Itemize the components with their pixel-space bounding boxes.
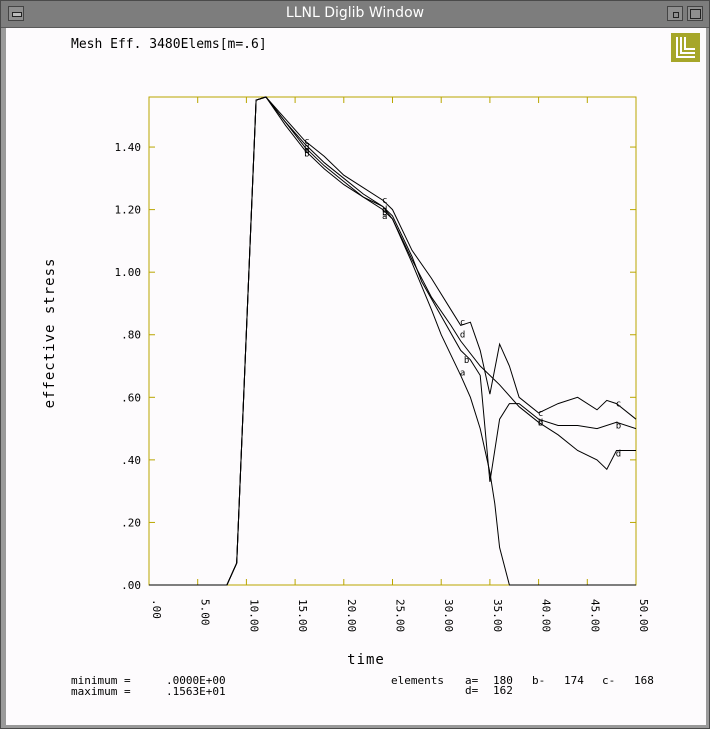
series-marker-a: a: [460, 368, 465, 378]
series-marker-a: a: [382, 212, 387, 222]
minimum-value: .0000E+00: [166, 674, 226, 687]
y-tick-labels: .00 .20 .40 .60 .80 1.00 1.20 1.40: [115, 141, 142, 592]
series-line-a: [149, 96, 636, 586]
elements-a-value: 180: [493, 674, 513, 687]
chart-svg: Mesh Eff. 3480Elems[m=.6] .00 .20 .40 .60 .8…: [42, 33, 700, 698]
series-marker-c: c: [382, 196, 387, 206]
series-marker-d: d: [616, 450, 621, 460]
maximize-button[interactable]: [687, 6, 703, 21]
x-tick-label: 5.00: [199, 599, 212, 626]
y-tick-label: .80: [121, 329, 141, 342]
series-line-d: [149, 96, 636, 586]
x-tick-label: 30.00: [442, 599, 455, 632]
y-tick-label: .60: [121, 391, 141, 404]
elements-b-value: 174: [564, 674, 584, 687]
y-tick-label: 1.20: [115, 204, 142, 217]
y-tick-label: .00: [121, 579, 141, 592]
x-tick-label: 25.00: [394, 599, 407, 632]
x-tick-label: 50.00: [637, 599, 650, 632]
window-title: LLNL Diglib Window: [285, 5, 425, 21]
x-tick-label: 45.00: [588, 599, 601, 632]
series-line-b: [149, 96, 637, 586]
title-bar[interactable]: LLNL Diglib Window: [1, 1, 709, 28]
elements-block: elements a= 180 b- 174 c- 168 d= 162: [391, 674, 654, 697]
llnl-logo-icon: [671, 33, 700, 62]
elements-b-label: b-: [532, 674, 545, 687]
x-tick-label: .00: [150, 599, 163, 619]
series-line-c: [149, 96, 637, 586]
chart-title: Mesh Eff. 3480Elems[m=.6]: [71, 37, 267, 52]
y-tick-label: .40: [121, 454, 141, 467]
x-tick-label: 40.00: [540, 599, 553, 632]
series-marker-c: c: [538, 409, 543, 419]
elements-label: elements: [391, 674, 444, 687]
series-marker-d: d: [304, 143, 309, 153]
series-marker-b: b: [304, 149, 309, 159]
stats-block: minimum = .0000E+00 maximum = .1563E+01: [71, 674, 226, 698]
series-marker-c: c: [460, 318, 465, 328]
elements-c-value: 168: [634, 674, 654, 687]
series-marker-b: b: [538, 418, 543, 428]
x-axis-label: time: [347, 652, 385, 668]
axis-ticks: [148, 97, 637, 586]
elements-c-label: c-: [602, 674, 615, 687]
plot-canvas: Mesh Eff. 3480Elems[m=.6] .00 .20 .40 .60 .8…: [6, 28, 706, 725]
series-marker-a: a: [304, 146, 309, 156]
minimize-button[interactable]: [667, 6, 683, 21]
y-tick-label: 1.00: [115, 266, 142, 279]
elements-d-label: d=: [465, 684, 479, 697]
elements-a-label: a=: [465, 674, 479, 687]
elements-d-value: 162: [493, 684, 513, 697]
maximum-value: .1563E+01: [166, 685, 226, 698]
y-tick-label: 1.40: [115, 141, 142, 154]
x-tick-label: 10.00: [247, 599, 260, 632]
series-marker-b: b: [616, 421, 621, 431]
x-tick-label: 15.00: [296, 599, 309, 632]
x-tick-labels: .00 5.00 10.00 15.00 20.00 25.00 30.00 35.00 40.…: [150, 599, 650, 632]
series-lines: [149, 96, 637, 586]
series-marker-d: d: [460, 331, 465, 341]
minimum-label: minimum =: [71, 674, 131, 687]
series-marker-d: d: [382, 206, 387, 216]
y-tick-label: .20: [121, 516, 141, 529]
series-marker-d: d: [538, 418, 543, 428]
series-marker-c: c: [616, 400, 621, 410]
series-marker-b: b: [382, 209, 387, 219]
plot-frame: [148, 96, 637, 586]
window-menu-button[interactable]: [8, 6, 24, 21]
x-tick-label: 20.00: [345, 599, 358, 632]
series-marker-c: c: [304, 137, 309, 147]
y-axis-label: effective stress: [42, 258, 58, 409]
series-marker-b: b: [464, 356, 469, 366]
x-tick-label: 35.00: [491, 599, 504, 632]
maximum-label: maximum =: [71, 685, 131, 698]
